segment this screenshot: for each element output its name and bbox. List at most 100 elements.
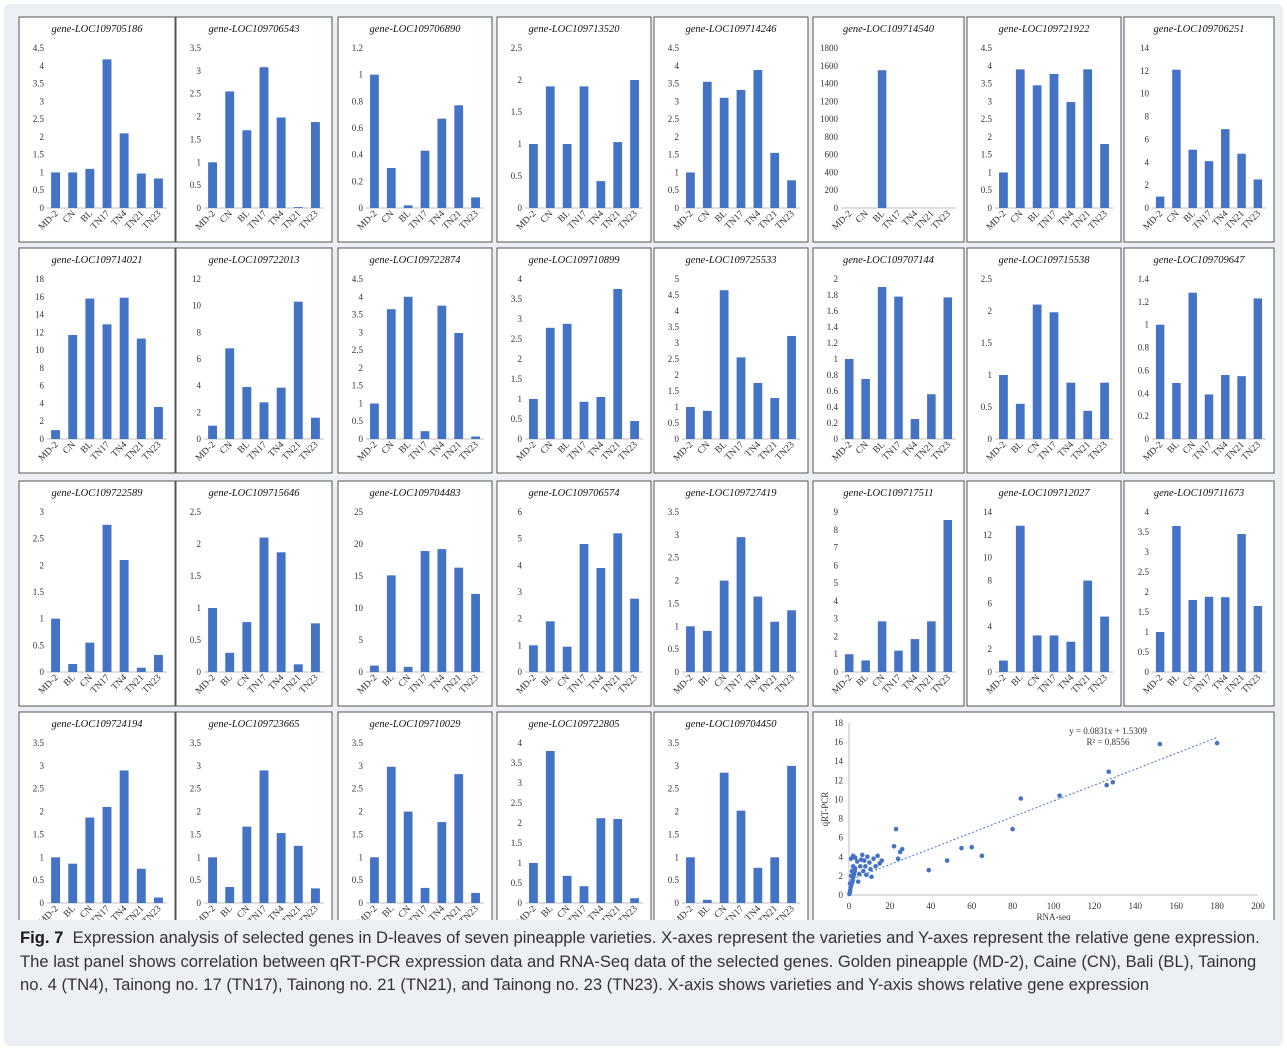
- y-tick-label: 5: [359, 635, 364, 645]
- bar-BL: [545, 751, 555, 903]
- bar-MD-2: [370, 665, 379, 672]
- bar-MD-2: [844, 359, 854, 439]
- bar-MD-2: [686, 626, 695, 672]
- y-tick-label: 1000: [820, 114, 839, 124]
- panel-frame: [812, 247, 965, 474]
- bar-BL: [225, 887, 235, 903]
- y-tick-label: 3: [359, 327, 364, 337]
- y-tick-label: 25: [354, 507, 364, 517]
- bar-CN: [386, 168, 396, 208]
- y-tick-label: 0: [675, 203, 680, 213]
- bar-TN21: [1237, 376, 1246, 439]
- y-tick-label: 4: [1145, 507, 1150, 517]
- scatter-point: [879, 858, 885, 863]
- panel-frame: [496, 480, 652, 707]
- bar-TN4: [753, 70, 763, 209]
- y-tick-label: 3.5: [668, 322, 680, 332]
- scatter-point: [847, 881, 853, 886]
- panel-frame: [812, 480, 965, 707]
- bar-TN4: [276, 117, 286, 208]
- y-tick-label: 0.5: [33, 185, 45, 195]
- chart-panel-16: gene-LOC10970964700.20.40.60.811.21.4MD-…: [1123, 247, 1275, 474]
- y-tick-label: 0: [988, 667, 993, 677]
- bar-TN21: [1083, 69, 1093, 208]
- y-tick-label: 0.2: [352, 176, 363, 186]
- bar-CN: [719, 580, 729, 672]
- y-tick-label: 2.5: [190, 89, 202, 99]
- bar-TN4: [1066, 102, 1076, 208]
- r-squared-label: R² = 0.8556: [1086, 737, 1130, 747]
- y-tick-label: 0: [40, 203, 45, 213]
- scatter-point: [850, 864, 856, 869]
- bar-BL: [545, 621, 555, 672]
- chart-title: gene-LOC109713520: [529, 24, 621, 35]
- y-tick-label: 1.6: [827, 306, 839, 316]
- bar-TN21: [136, 173, 146, 208]
- scatter-point: [864, 872, 869, 878]
- bar-MD-2: [208, 857, 218, 903]
- y-tick-label: 2.5: [668, 354, 680, 364]
- y-tick-label: 3: [40, 96, 45, 106]
- bar-TN23: [471, 892, 480, 903]
- bar-TN21: [927, 394, 936, 439]
- bar-BL: [386, 575, 396, 672]
- bar-MD-2: [51, 618, 61, 672]
- regression-equation: y = 0.0831x + 1.5309: [1069, 726, 1147, 736]
- y-tick-label: 0: [839, 890, 844, 900]
- bar-TN21: [136, 868, 146, 903]
- x-tick-label: 20: [885, 901, 895, 911]
- bar-TN4: [910, 419, 920, 439]
- y-tick-label: 2.5: [981, 114, 993, 124]
- y-tick-label: 3: [518, 314, 523, 324]
- panel-frame: [175, 480, 333, 707]
- chart-panel-1: gene-LOC10970518600.511.522.533.544.5MD-…: [18, 16, 176, 243]
- bar-TN17: [102, 59, 112, 208]
- bar-TN23: [471, 593, 480, 672]
- y-tick-label: 0.6: [827, 386, 839, 396]
- scatter-point: [861, 868, 866, 874]
- bar-CN: [545, 86, 555, 208]
- y-tick-label: 1: [675, 852, 680, 862]
- bar-TN17: [736, 537, 746, 672]
- y-tick-label: 0: [197, 667, 202, 677]
- y-tick-label: 1.5: [511, 374, 523, 384]
- y-tick-label: 2: [988, 306, 993, 316]
- bar-TN21: [454, 105, 464, 208]
- y-tick-label: 0: [518, 898, 523, 908]
- scatter-point: [855, 879, 861, 884]
- y-tick-label: 10: [983, 553, 993, 563]
- y-tick-label: 0.6: [352, 123, 364, 133]
- y-tick-label: 14: [35, 310, 45, 320]
- bar-TN21: [293, 301, 303, 439]
- bar-CN: [225, 348, 235, 439]
- bar-CN: [1032, 304, 1042, 439]
- y-tick-label: 2.5: [511, 334, 523, 344]
- bar-TN4: [276, 387, 286, 439]
- scatter-point: [1157, 741, 1163, 747]
- bar-TN17: [259, 402, 269, 439]
- scatter-point: [893, 826, 899, 832]
- y-tick-label: 1: [834, 354, 839, 364]
- scatter-point: [959, 845, 964, 851]
- bar-TN17: [102, 524, 112, 672]
- bar-BL: [85, 168, 95, 208]
- y-tick-label: 2.5: [352, 345, 364, 355]
- bar-TN4: [437, 549, 447, 672]
- y-tick-label: 4: [359, 292, 364, 302]
- bar-MD-2: [844, 654, 854, 672]
- bar-TN23: [787, 610, 796, 672]
- y-tick-label: 1.5: [352, 381, 364, 391]
- panel-frame: [18, 16, 176, 243]
- y-tick-label: 1.5: [981, 338, 993, 348]
- bar-BL: [1172, 526, 1181, 672]
- chart-title: gene-LOC109725533: [686, 255, 777, 266]
- bar-TN23: [471, 197, 480, 208]
- y-tick-label: 3: [197, 66, 202, 76]
- y-tick-label: 3.5: [668, 79, 680, 89]
